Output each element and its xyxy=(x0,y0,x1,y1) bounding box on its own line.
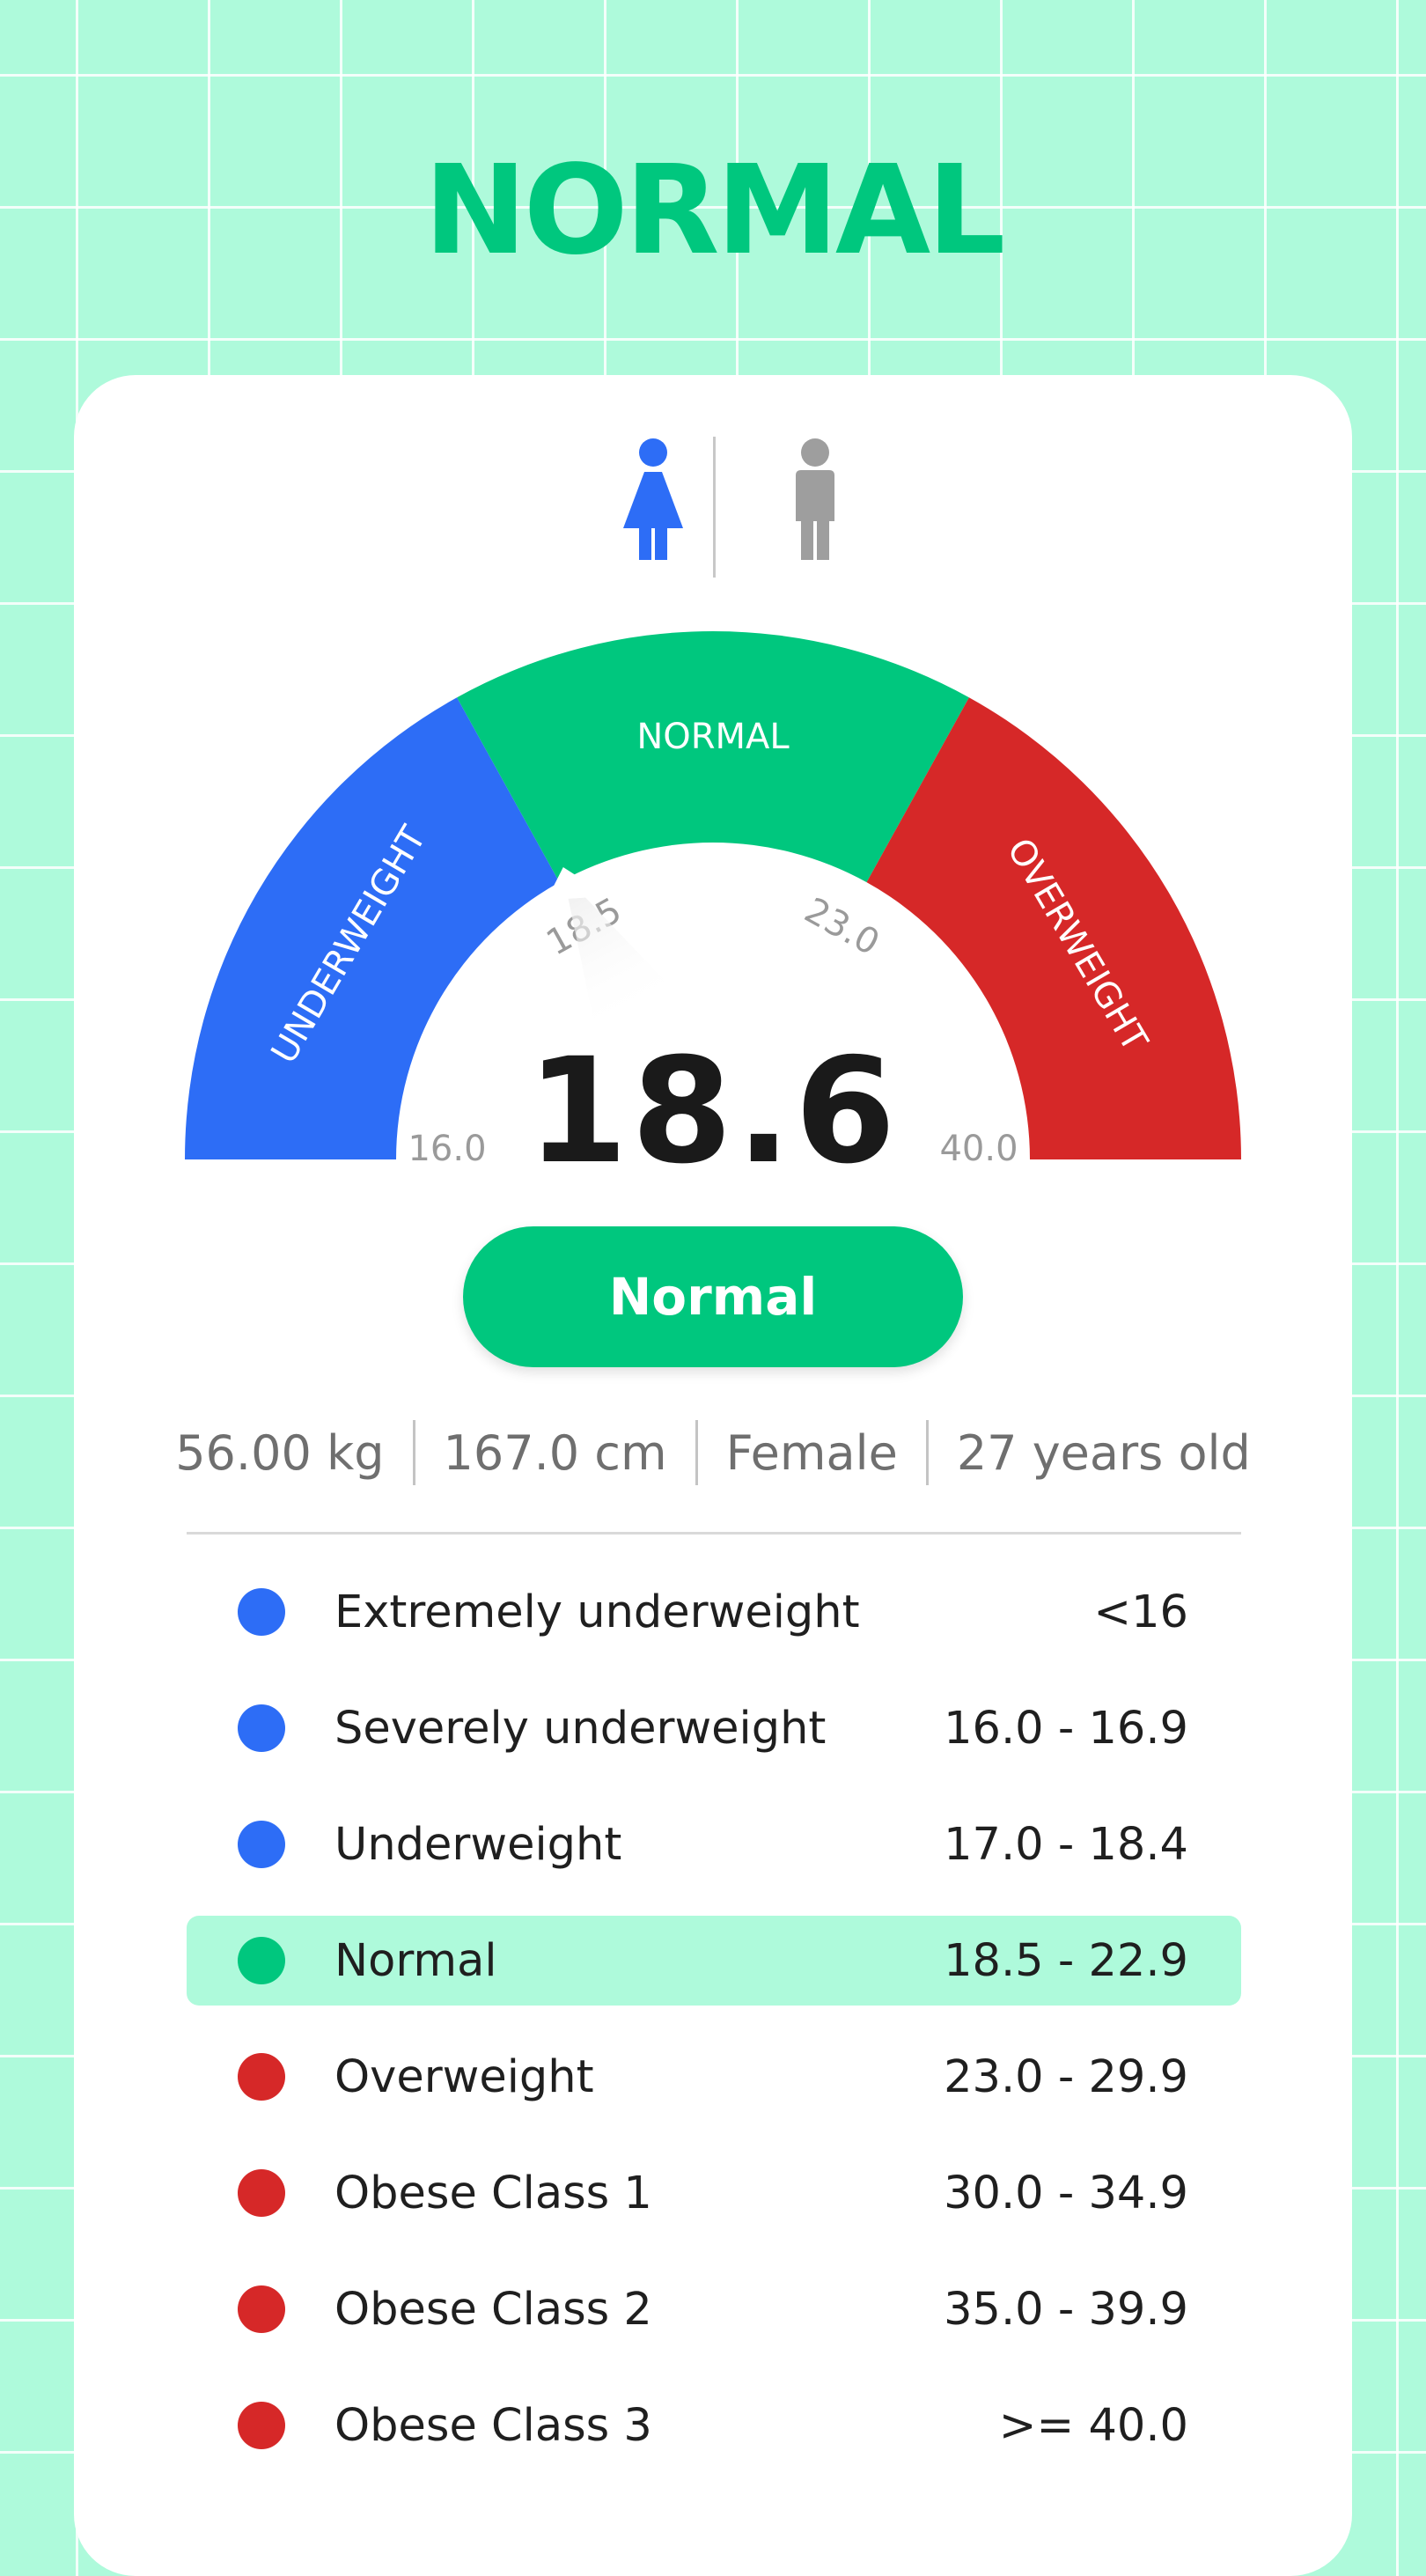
bmi-category-table: Extremely underweight <16 Severely underwe… xyxy=(187,1567,1241,2497)
female-button[interactable] xyxy=(600,437,706,560)
category-dot-icon xyxy=(238,2285,285,2333)
bmi-result-card: UNDERWEIGHTNORMALOVERWEIGHT16.018.523.04… xyxy=(74,375,1352,2576)
category-range: 18.5 - 22.9 xyxy=(944,1934,1188,1987)
category-dot-icon xyxy=(238,1588,285,1636)
normal-label: NORMAL xyxy=(636,717,790,757)
table-row: Normal 18.5 - 22.9 xyxy=(187,1916,1241,2006)
category-label: Normal xyxy=(334,1934,497,1987)
table-row: Extremely underweight <16 xyxy=(187,1567,1241,1657)
divider xyxy=(187,1532,1241,1535)
tick-label-high: 23.0 xyxy=(798,890,886,963)
category-label: Obese Class 2 xyxy=(334,2283,652,2336)
category-dot-icon xyxy=(238,2169,285,2217)
bmi-gauge: UNDERWEIGHTNORMALOVERWEIGHT16.018.523.04… xyxy=(74,375,1352,1211)
category-label: Obese Class 3 xyxy=(334,2399,652,2452)
category-range: 23.0 - 29.9 xyxy=(944,2050,1188,2103)
gauge-pointer-tip xyxy=(546,866,608,901)
tick-label-min: 16.0 xyxy=(408,1129,486,1169)
gender-stat: Female xyxy=(725,1424,898,1481)
gender-toggle xyxy=(74,437,1352,578)
category-label: Underweight xyxy=(334,1818,622,1871)
table-row: Obese Class 3 >= 40.0 xyxy=(187,2381,1241,2470)
bmi-value: 18.6 xyxy=(526,1027,900,1196)
stats-row: 56.00 kg 167.0 cm Female 27 years old xyxy=(0,1409,1426,1497)
overweight-segment xyxy=(866,697,1241,1159)
category-range: >= 40.0 xyxy=(998,2399,1188,2452)
table-row: Obese Class 2 35.0 - 39.9 xyxy=(187,2264,1241,2354)
category-range: 17.0 - 18.4 xyxy=(944,1818,1188,1871)
stat-divider xyxy=(695,1420,698,1485)
gender-divider xyxy=(713,437,716,578)
category-range: 35.0 - 39.9 xyxy=(944,2283,1188,2336)
stat-divider xyxy=(925,1420,929,1485)
category-range: <16 xyxy=(1093,1586,1188,1638)
table-row: Severely underweight 16.0 - 16.9 xyxy=(187,1683,1241,1773)
underweight-segment xyxy=(185,697,560,1159)
category-dot-icon xyxy=(238,1821,285,1868)
category-dot-icon xyxy=(238,2053,285,2101)
normal-segment xyxy=(457,631,969,883)
male-icon xyxy=(796,438,834,560)
category-range: 16.0 - 16.9 xyxy=(944,1702,1188,1755)
gauge-pointer xyxy=(562,873,680,1039)
stat-divider xyxy=(412,1420,415,1485)
category-badge: Normal xyxy=(463,1226,963,1367)
category-range: 30.0 - 34.9 xyxy=(944,2167,1188,2219)
category-label: Overweight xyxy=(334,2050,594,2103)
result-headline: NORMAL xyxy=(423,139,1006,283)
category-label: Obese Class 1 xyxy=(334,2167,652,2219)
category-label: Severely underweight xyxy=(334,1702,827,1755)
table-row: Obese Class 1 30.0 - 34.9 xyxy=(187,2148,1241,2238)
male-button[interactable] xyxy=(762,437,868,560)
weight-stat: 56.00 kg xyxy=(175,1424,385,1481)
table-row: Overweight 23.0 - 29.9 xyxy=(187,2032,1241,2122)
gauge-svg: UNDERWEIGHTNORMALOVERWEIGHT16.018.523.04… xyxy=(185,631,1241,1169)
category-label: Extremely underweight xyxy=(334,1586,860,1638)
table-row: Underweight 17.0 - 18.4 xyxy=(187,1800,1241,1889)
height-stat: 167.0 cm xyxy=(443,1424,667,1481)
category-dot-icon xyxy=(238,1704,285,1752)
age-stat: 27 years old xyxy=(956,1424,1251,1481)
category-dot-icon xyxy=(238,2402,285,2449)
tick-label-max: 40.0 xyxy=(939,1129,1018,1169)
category-dot-icon xyxy=(238,1937,285,1984)
female-icon xyxy=(623,438,683,560)
